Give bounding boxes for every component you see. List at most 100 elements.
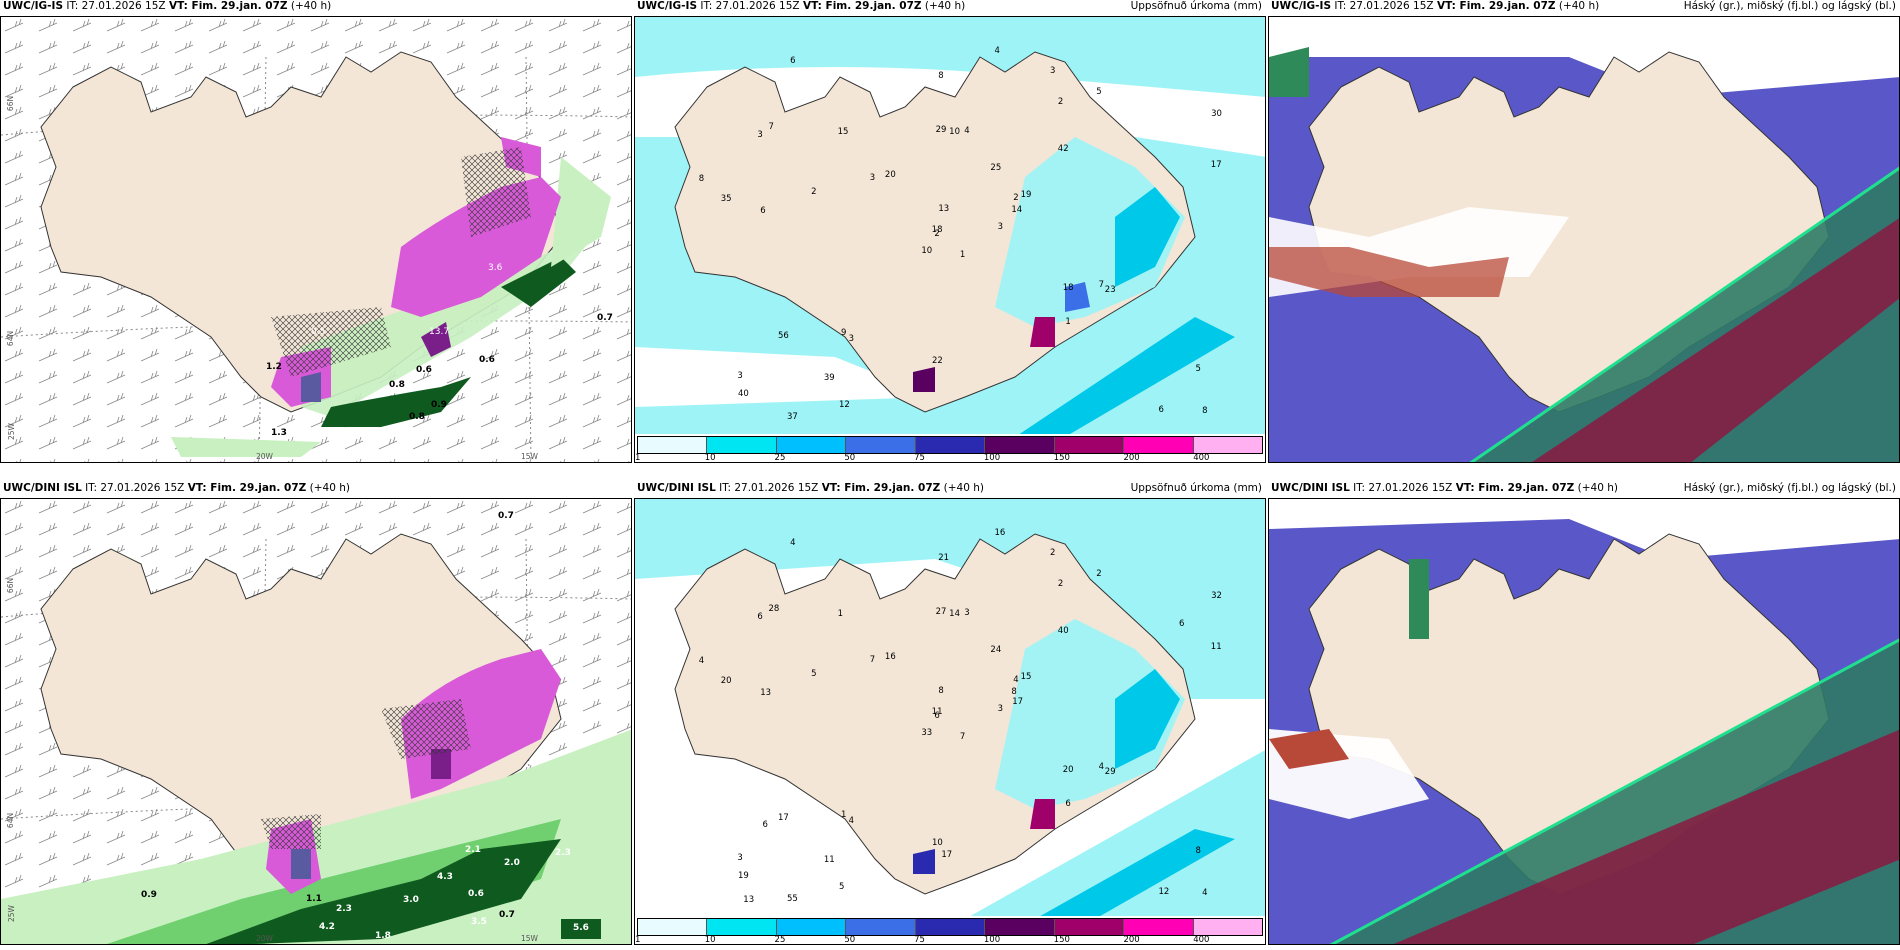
precip-value: 1.3 <box>271 428 287 438</box>
precip-value: 4.3 <box>437 872 453 882</box>
lat-label: 64N <box>6 330 16 347</box>
colorbar-tick-label: 200 <box>1123 935 1140 945</box>
lat-label: 66N <box>6 577 16 594</box>
precip-total: 7 <box>1098 280 1104 291</box>
precip-total: 5 <box>811 668 817 679</box>
precip-total: 6 <box>762 820 768 831</box>
colorbar-swatch <box>707 437 777 453</box>
panel-header: UWC/DINI ISL IT: 27.01.2026 15Z VT: Fim.… <box>1271 482 1618 494</box>
precip-total: 10 <box>949 126 960 137</box>
precip-value: 0.8 <box>389 380 405 390</box>
colorbar-swatch <box>1193 919 1262 935</box>
precip-total: 11 <box>931 707 943 718</box>
precip-total: 7 <box>959 732 966 743</box>
colorbar: 1 10 25 50 75 100 150 200 400 <box>635 916 1265 944</box>
precip-total: 23 <box>1104 285 1116 296</box>
panel-header: UWC/DINI ISL IT: 27.01.2026 15Z VT: Fim.… <box>637 482 984 494</box>
colorbar-tick-label: 1 <box>635 935 641 945</box>
precip-total: 5 <box>1096 87 1102 98</box>
colorbar-swatch <box>1054 437 1125 453</box>
precip-total: 12 <box>1158 886 1170 897</box>
precip-total: 18 <box>931 225 943 236</box>
lon-label: 15W <box>521 452 538 461</box>
precip-total: 3 <box>757 129 763 140</box>
precip-value: 0.5 <box>311 327 326 337</box>
precip-total: 3 <box>997 222 1004 233</box>
precip-total: 2 <box>1050 548 1056 559</box>
precip-total: 5 <box>1195 363 1201 374</box>
precip-total: 28 <box>768 604 780 615</box>
precip-total: 29 <box>935 125 947 136</box>
lat-label: 64N <box>6 812 16 829</box>
panel-top-mid: UWC/IG-IS IT: 27.01.2026 15Z VT: Fim. 29… <box>634 0 1266 463</box>
colorbar-swatch <box>846 437 916 453</box>
precip-total: 10 <box>931 837 943 848</box>
colorbar-tick-label: 400 <box>1193 935 1210 945</box>
lat-label: 25W <box>6 905 16 922</box>
precip-total: 12 <box>839 400 850 411</box>
colorbar-swatch <box>985 919 1055 935</box>
precip-total: 7 <box>869 654 876 665</box>
precip-total: 19 <box>1020 189 1032 200</box>
precip-total: 8 <box>698 173 705 184</box>
precip-total: 2 <box>1096 569 1102 580</box>
colorbar-tick-label: 50 <box>844 453 856 463</box>
colorbar-tick-label: 25 <box>774 935 786 945</box>
precip-total: 15 <box>837 126 849 137</box>
precip-total: 3 <box>737 852 743 863</box>
map-cloud-dini <box>1269 499 1899 944</box>
precip-value: 0.6 <box>416 365 432 375</box>
colorbar-swatch <box>1193 437 1262 453</box>
precip-total: 4 <box>994 46 1000 57</box>
precip-total: 21 <box>938 553 950 564</box>
precip-total: 11 <box>1210 642 1222 653</box>
panel-title: Uppsöfnuð úrkoma (mm) <box>1130 482 1262 494</box>
colorbar-swatch <box>915 437 986 453</box>
precip-total: 20 <box>1062 764 1074 775</box>
precip-total: 42 <box>1057 143 1069 154</box>
precip-total: 1 <box>837 608 843 619</box>
precip-value: 1.2 <box>266 362 282 372</box>
precip-total: 9 <box>840 328 847 339</box>
precip-total: 37 <box>787 411 798 422</box>
precip-total: 4 <box>698 655 705 666</box>
precip-value: 0.7 <box>499 910 515 920</box>
panel-bot-right: UWC/DINI ISL IT: 27.01.2026 15Z VT: Fim.… <box>1268 482 1900 945</box>
precip-total: 13 <box>743 895 755 906</box>
precip-total: 27 <box>935 607 947 618</box>
panel-top-left: UWC/IG-IS IT: 27.01.2026 15Z VT: Fim. 29… <box>0 0 632 463</box>
precip-total: 6 <box>790 56 796 67</box>
precip-total: 5 <box>839 882 845 893</box>
precip-value: 1.1 <box>306 894 322 904</box>
precip-total: 3 <box>848 333 855 344</box>
colorbar-tick-label: 150 <box>1053 935 1070 945</box>
precip-total: 14 <box>949 608 960 619</box>
colorbar-tick-label: 10 <box>704 935 716 945</box>
map-wind-precip-ig <box>1 17 631 462</box>
precip-total: 25 <box>990 162 1002 173</box>
precip-total: 6 <box>934 711 940 722</box>
precip-total: 8 <box>938 685 944 696</box>
precip-total: 6 <box>757 611 763 622</box>
precip-total: 29 <box>1104 767 1116 778</box>
precip-total: 55 <box>787 893 798 904</box>
precip-total: 40 <box>1057 625 1069 636</box>
colorbar-swatch <box>846 919 916 935</box>
precip-total: 20 <box>884 170 896 181</box>
colorbar-tick-label: 10 <box>704 453 716 463</box>
precip-total: 4 <box>790 538 796 549</box>
precip-total: 24 <box>990 644 1002 655</box>
iceland-landmass <box>674 533 1196 895</box>
precip-total: 16 <box>994 528 1006 539</box>
panel-header: UWC/DINI ISL IT: 27.01.2026 15Z VT: Fim.… <box>3 482 350 494</box>
precip-total: 14 <box>1011 204 1023 215</box>
precip-total: 6 <box>760 205 766 216</box>
colorbar-tick-label: 75 <box>914 935 925 945</box>
precip-value: 3.5 <box>471 917 487 927</box>
precip-total: 56 <box>777 330 789 341</box>
precip-total: 6 <box>1065 799 1071 810</box>
precip-total: 4 <box>964 126 970 137</box>
colorbar-swatch <box>638 919 708 935</box>
precip-total: 3 <box>869 172 876 183</box>
precip-total: 2 <box>1013 193 1019 204</box>
